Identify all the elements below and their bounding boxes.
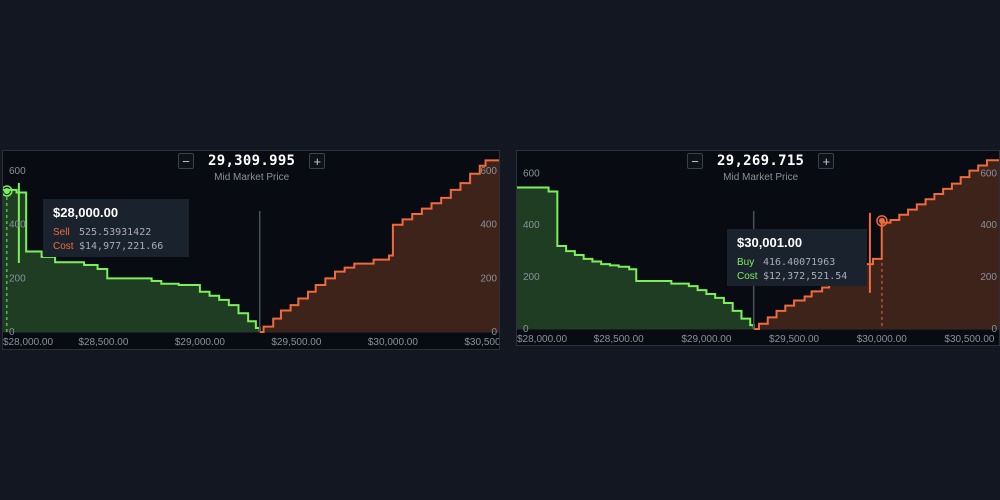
depth-chart-svg: 0 0 200 200 400 400 600 600 $28,000.00 $28,500.00… [517,159,999,345]
x-tick-label: $28,000.00 [517,334,567,345]
y-tick-label-right: 600 [980,168,997,179]
tooltip-cost-value: $14,977,221.66 [79,241,164,252]
x-tick-label: $30,000.00 [857,334,907,345]
hover-point-ring [876,215,888,227]
mid-market-price: 29,309.995 [208,153,296,169]
y-tick-label-left: 0 [9,327,15,338]
tooltip-side-value: 416.40071963 [763,257,836,268]
tooltip-side-label: Sell [53,227,70,238]
depth-chart-left: 0 0 200 200 400 400 600 600 $28,000.00 $28,500.00… [2,150,500,350]
tooltip-cost-label: Cost [53,241,74,252]
hover-point [3,188,10,195]
y-tick-label-left: 0 [523,324,529,335]
tooltip-price: $30,001.00 [737,235,803,250]
y-tick-label-left: 200 [9,273,26,284]
y-tick-label-left: 600 [523,168,540,179]
series-area-bid [517,187,754,329]
x-tick-label: $28,500.00 [594,334,644,345]
x-tick-label: $30,500.00 [464,337,500,348]
y-tick-label-right: 0 [491,327,497,338]
tooltip-side-label: Buy [737,257,755,268]
mid-market-label: Mid Market Price [723,172,799,183]
series-line-ask [259,159,499,333]
mid-market-price: 29,269.715 [717,153,805,169]
tooltip-cost-value: $12,372,521.54 [763,271,848,282]
zoom-in-button[interactable]: + [309,153,326,169]
mid-market-label: Mid Market Price [214,172,290,183]
x-tick-label: $30,000.00 [368,337,418,348]
series-area-bid [3,189,260,332]
hover-point-ring [3,185,13,197]
y-tick-label-left: 400 [523,220,540,231]
tooltip-price: $28,000.00 [53,205,119,220]
mid-market-block: − 29,269.715 + Mid Market Price [687,153,835,183]
y-tick-label-right: 600 [480,166,497,177]
y-tick-label-left: 200 [523,272,540,283]
hover-tooltip: $28,000.00 Sell 525.53931422 Cost $14,97… [43,199,189,257]
tooltip-cost-label: Cost [737,271,758,282]
y-tick-label-right: 400 [480,220,497,231]
depth-chart-right: 0 0 200 200 400 400 600 600 $28,000.00 $28,500.00… [516,150,1000,346]
hover-tooltip: $30,001.00 Buy 416.40071963 Cost $12,372… [727,229,867,286]
y-tick-label-right: 400 [980,220,997,231]
x-tick-label: $29,500.00 [271,337,321,348]
y-tick-label-left: 400 [9,220,26,231]
x-tick-label: $28,000.00 [3,337,53,348]
hover-point [878,217,885,224]
x-tick-label: $29,500.00 [769,334,819,345]
zoom-in-button[interactable]: + [818,153,835,169]
y-tick-label-right: 200 [980,272,997,283]
x-tick-label: $29,000.00 [175,337,225,348]
series-line-bid [517,186,755,329]
y-tick-label-left: 600 [9,166,26,177]
tooltip-side-value: 525.53931422 [79,227,152,238]
series-line-bid [3,188,261,332]
series-line-ask [753,159,999,330]
mid-market-block: − 29,309.995 + Mid Market Price [178,153,326,183]
zoom-out-button[interactable]: − [178,153,194,169]
zoom-out-button[interactable]: − [687,153,703,169]
y-tick-label-right: 0 [991,324,997,335]
depth-chart-svg: 0 0 200 200 400 400 600 600 $28,000.00 $28,500.00… [3,159,500,348]
y-tick-label-right: 200 [480,273,497,284]
x-tick-label: $28,500.00 [78,337,128,348]
x-tick-label: $30,500.00 [944,334,994,345]
series-area-ask [753,160,999,329]
x-tick-label: $29,000.00 [681,334,731,345]
